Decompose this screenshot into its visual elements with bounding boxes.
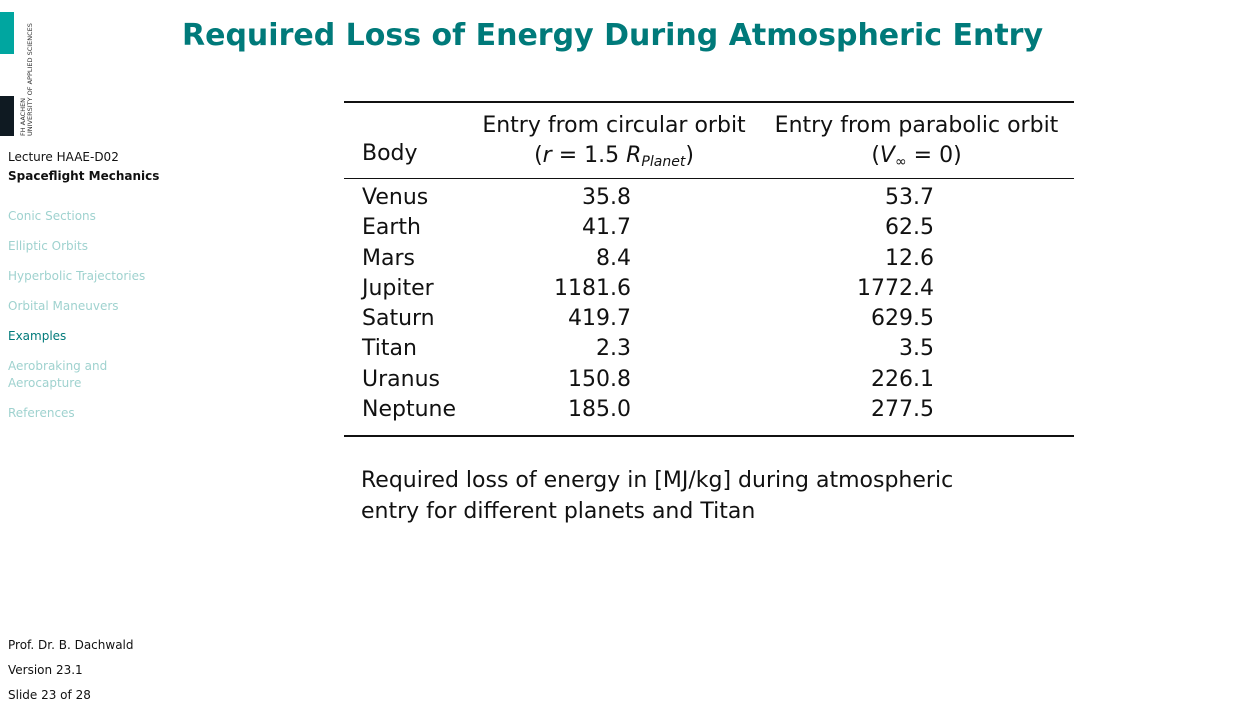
header-c1-close: ): [685, 143, 694, 168]
cell-parabolic: 226.1: [871, 366, 934, 392]
cell-circular: 41.7: [582, 215, 631, 241]
cell-body: Earth: [362, 215, 421, 241]
cell-circular: 35.8: [582, 185, 631, 210]
table-rule-mid: [344, 178, 1074, 179]
university-logo-text: FH AACHEN UNIVERSITY OF APPLIED SCIENCES: [19, 6, 34, 136]
table-rule-bottom: [344, 435, 1074, 437]
slide-title: Required Loss of Energy During Atmospher…: [182, 18, 1044, 53]
cell-body: Uranus: [362, 366, 440, 392]
table-row: Titan 2.3 3.5: [344, 336, 1074, 366]
cell-circular: 419.7: [568, 306, 631, 332]
cell-circular: 8.4: [596, 245, 631, 271]
header-parabolic-title: Entry from parabolic orbit: [774, 113, 1059, 138]
cell-body: Jupiter: [362, 275, 434, 301]
nav-item-references[interactable]: References: [8, 406, 75, 420]
header-c1-r: r: [542, 143, 552, 168]
cell-parabolic: 53.7: [885, 185, 934, 210]
table-row: Venus 35.8 53.7: [344, 185, 1074, 215]
table-row: Mars 8.4 12.6: [344, 246, 1074, 276]
header-c2-open: (: [871, 143, 880, 168]
cell-body: Mars: [362, 245, 415, 271]
table-rule-top: [344, 101, 1074, 103]
table-row: Jupiter 1181.6 1772.4: [344, 276, 1074, 306]
lecture-code: Lecture HAAE-D02: [8, 150, 119, 164]
header-body: Body: [362, 141, 418, 166]
section-nav: Conic Sections Elliptic Orbits Hyperboli…: [8, 208, 158, 435]
cell-parabolic: 3.5: [899, 336, 934, 362]
cell-parabolic: 277.5: [871, 397, 934, 423]
nav-item-aerobraking[interactable]: Aerobraking and Aerocapture: [8, 359, 108, 390]
cell-body: Titan: [362, 336, 417, 362]
nav-item-examples[interactable]: Examples: [8, 329, 67, 343]
logo-line-2: UNIVERSITY OF APPLIED SCIENCES: [26, 23, 34, 136]
logo-bar-teal: [0, 12, 14, 54]
author: Prof. Dr. B. Dachwald: [8, 638, 134, 652]
header-c1-open: (: [534, 143, 543, 168]
cell-body: Saturn: [362, 306, 435, 332]
header-c1-R: R: [626, 143, 642, 168]
header-c2-V: V: [879, 143, 895, 168]
cell-parabolic: 62.5: [885, 215, 934, 241]
header-circular: Entry from circular orbit (r = 1.5 RPlan…: [474, 111, 754, 173]
nav-item-hyperbolic-trajectories[interactable]: Hyperbolic Trajectories: [8, 269, 146, 283]
cell-parabolic: 12.6: [885, 245, 934, 271]
cell-parabolic: 1772.4: [857, 275, 934, 301]
table-row: Saturn 419.7 629.5: [344, 306, 1074, 336]
header-circular-title: Entry from circular orbit: [482, 113, 746, 138]
nav-item-elliptic-orbits[interactable]: Elliptic Orbits: [8, 239, 88, 253]
header-c2-sub: ∞: [894, 154, 907, 170]
cell-circular: 1181.6: [554, 275, 631, 301]
slide-info: Slide 23 of 28: [8, 688, 91, 702]
header-c1-eq: = 1.5: [551, 143, 627, 168]
header-parabolic: Entry from parabolic orbit (V∞ = 0): [764, 111, 1069, 173]
table-row: Earth 41.7 62.5: [344, 215, 1074, 245]
header-c2-eq: = 0): [906, 143, 962, 168]
table-rows: Venus 35.8 53.7 Earth 41.7 62.5 Mars 8.4…: [344, 185, 1074, 427]
cell-circular: 185.0: [568, 397, 631, 423]
course-title: Spaceflight Mechanics: [8, 169, 160, 183]
cell-circular: 150.8: [568, 366, 631, 392]
nav-item-conic-sections[interactable]: Conic Sections: [8, 209, 96, 223]
cell-body: Venus: [362, 185, 429, 210]
header-c1-sub: Planet: [641, 154, 686, 170]
header-circular-formula: (r = 1.5 RPlanet): [474, 141, 754, 173]
nav-item-orbital-maneuvers[interactable]: Orbital Maneuvers: [8, 299, 119, 313]
table-row: Uranus 150.8 226.1: [344, 367, 1074, 397]
cell-circular: 2.3: [596, 336, 631, 362]
table-caption: Required loss of energy in [MJ/kg] durin…: [361, 468, 954, 524]
cell-body: Neptune: [362, 397, 457, 423]
table-row: Neptune 185.0 277.5: [344, 397, 1074, 427]
version: Version 23.1: [8, 663, 83, 677]
cell-parabolic: 629.5: [871, 306, 934, 332]
logo-bar-dark: [0, 96, 14, 136]
header-parabolic-formula: (V∞ = 0): [764, 141, 1069, 173]
